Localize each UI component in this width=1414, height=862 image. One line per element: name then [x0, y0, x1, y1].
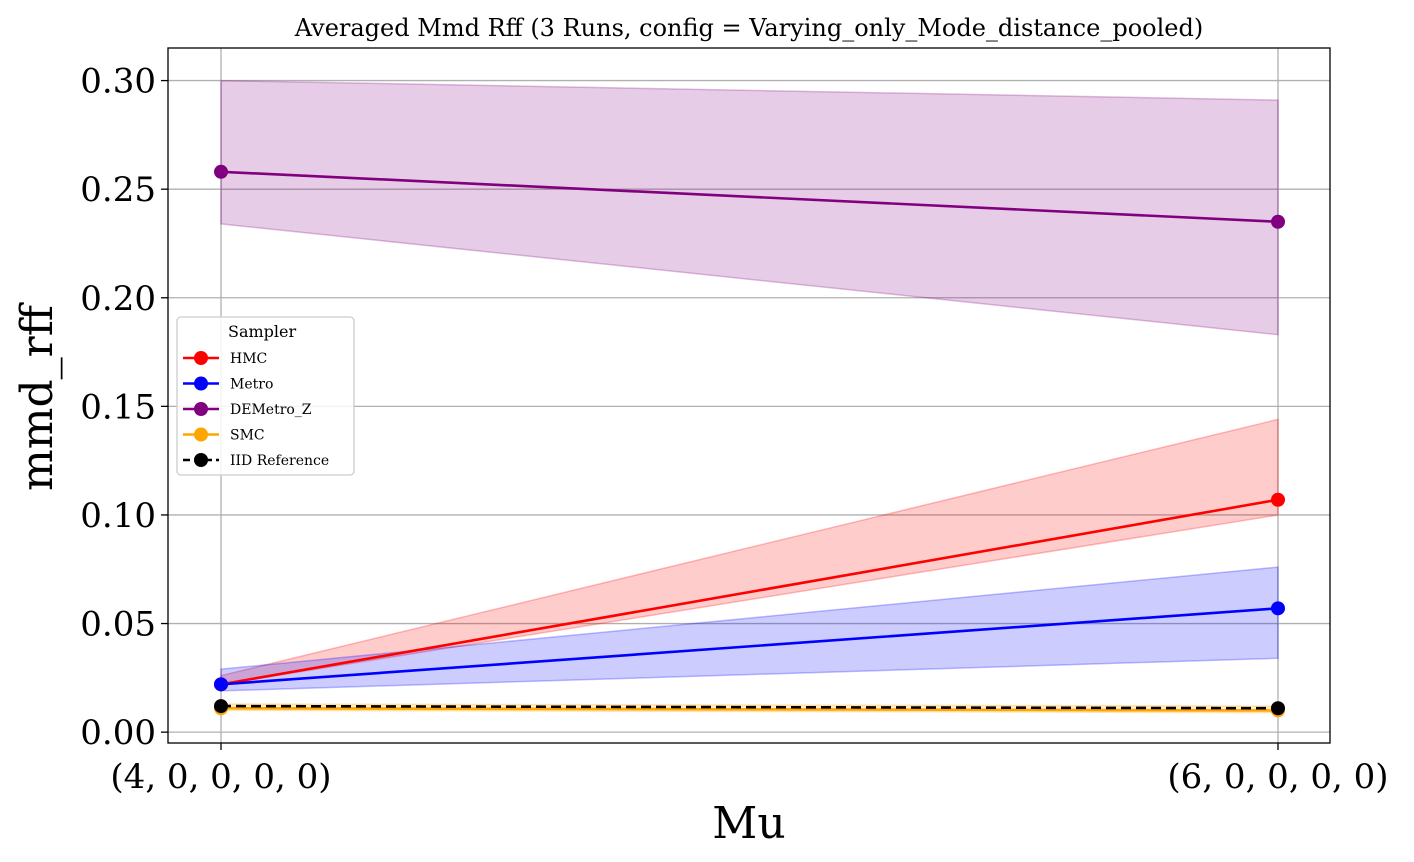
y-tick-label: 0.10 — [80, 496, 156, 536]
grid — [168, 48, 1330, 743]
hmc-line — [220, 498, 1279, 686]
y-axis: 0.00 0.05 0.10 0.15 0.20 0.25 0.30 — [80, 62, 168, 753]
demetro-z-point — [214, 164, 228, 179]
x-tick-label: (4, 0, 0, 0, 0) — [110, 757, 331, 797]
y-tick-label: 0.20 — [80, 279, 156, 319]
y-tick-label: 0.30 — [80, 62, 156, 102]
x-axis: (4, 0, 0, 0, 0) (6, 0, 0, 0, 0) — [110, 743, 1389, 797]
x-axis-label: Mu — [712, 798, 785, 849]
plot-frame — [167, 47, 1331, 744]
legend-marker-iid-reference — [194, 453, 208, 467]
legend: Sampler HMC Metro DEMetro_Z SMC IID Reference — [176, 316, 355, 476]
iid-reference-point — [214, 699, 228, 714]
y-tick-label: 0.05 — [80, 605, 156, 645]
legend-label-metro: Metro — [230, 377, 273, 393]
metro-point — [214, 677, 228, 692]
metro-line — [220, 607, 1279, 686]
iid-reference-point — [1271, 701, 1285, 716]
smc-line — [220, 706, 1279, 712]
legend-label-iid-reference: IID Reference — [230, 453, 329, 469]
demetro-z-line — [220, 170, 1279, 224]
legend-box — [176, 316, 355, 476]
y-tick-label: 0.00 — [80, 713, 156, 753]
chart-title: Averaged Mmd Rff (3 Runs, config = Varyi… — [294, 14, 1203, 42]
hmc-point — [1271, 492, 1285, 507]
x-tick-label: (6, 0, 0, 0, 0) — [1167, 757, 1388, 797]
series-lines — [220, 170, 1279, 712]
metro-point — [1271, 601, 1285, 616]
legend-marker-metro — [194, 376, 208, 391]
demetro-z-band — [220, 79, 1279, 336]
legend-title: Sampler — [228, 322, 297, 341]
demetro-z-point — [1271, 214, 1285, 229]
y-axis-label: mmd_rff — [12, 302, 63, 491]
legend-label-hmc: HMC — [230, 351, 267, 367]
y-tick-label: 0.25 — [80, 170, 156, 210]
iid-reference-line — [220, 704, 1279, 710]
legend-marker-hmc — [194, 351, 208, 365]
legend-label-smc: SMC — [230, 428, 265, 444]
series-points — [214, 164, 1285, 718]
legend-marker-smc — [194, 427, 208, 442]
legend-label-demetro-z: DEMetro_Z — [230, 402, 312, 418]
legend-marker-demetro-z — [194, 402, 208, 416]
confidence-bands — [220, 79, 1279, 714]
y-tick-label: 0.15 — [80, 387, 156, 427]
